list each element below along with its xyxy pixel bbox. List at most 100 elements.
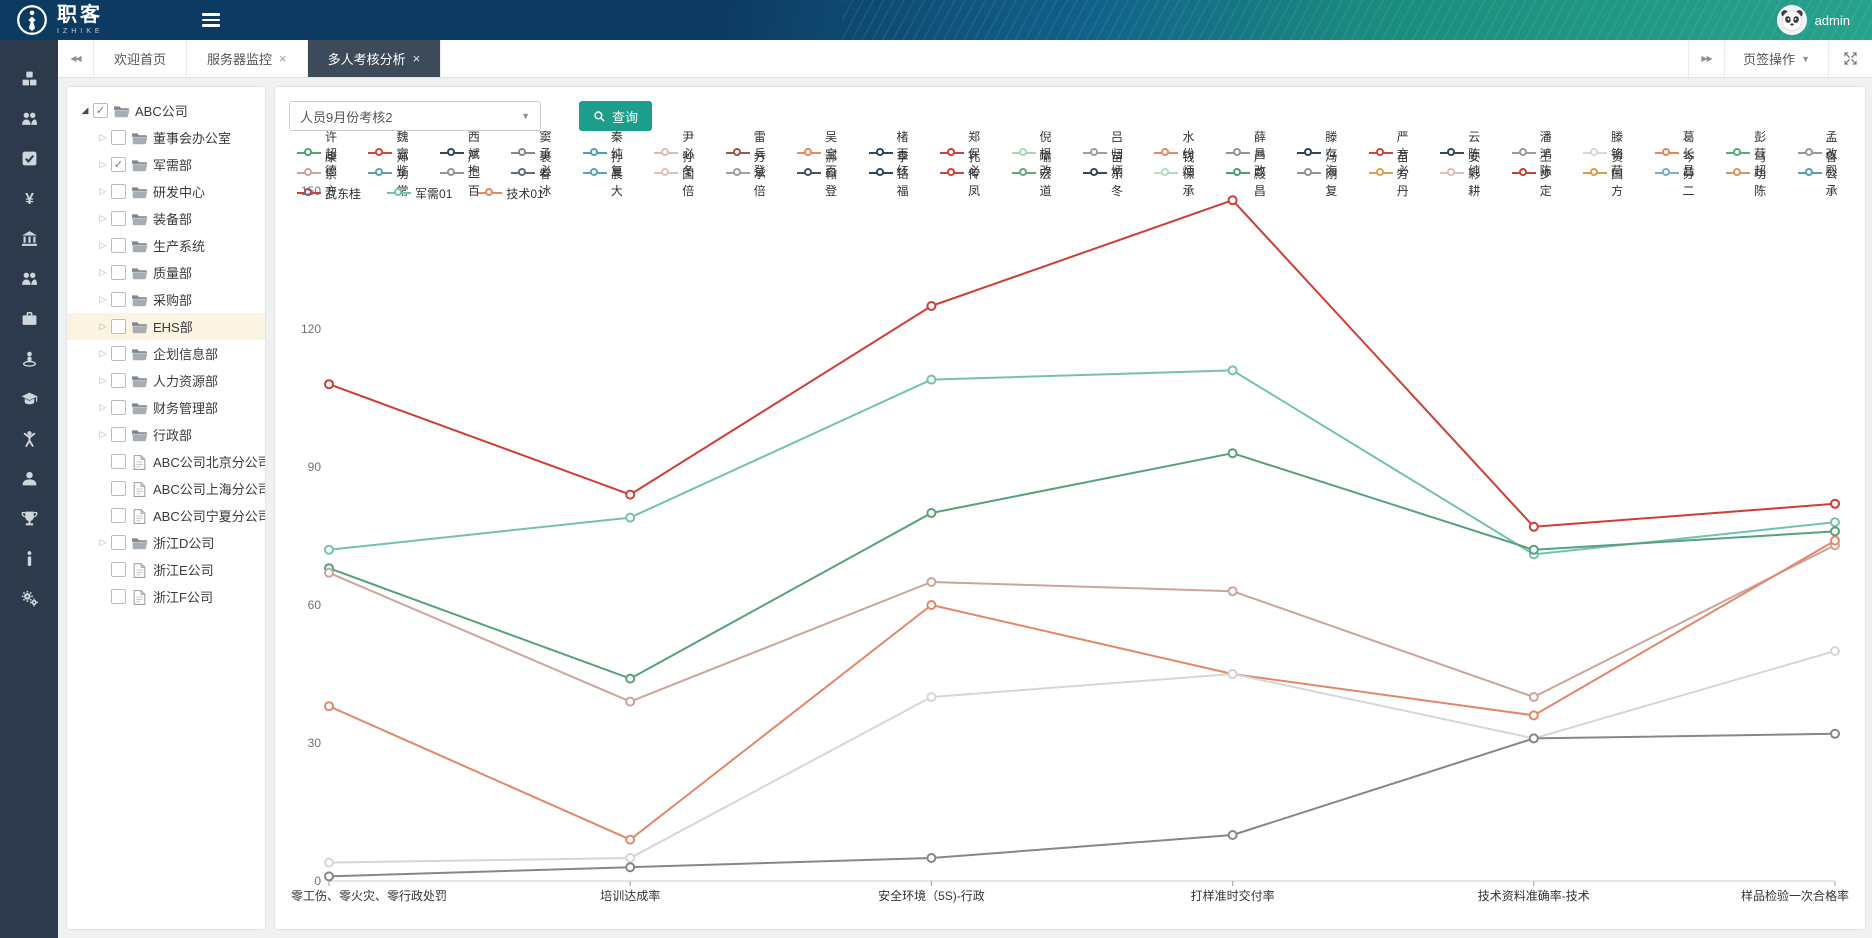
close-tab-icon[interactable]: × <box>412 51 421 66</box>
tree-checkbox[interactable]: ✓ <box>93 103 108 118</box>
tree-checkbox[interactable] <box>111 346 126 361</box>
legend-item[interactable]: 许超德 <box>297 128 342 179</box>
legend-item[interactable]: 技术01 <box>478 185 544 202</box>
tree-node[interactable]: ABC公司北京分公司 <box>67 448 265 475</box>
legend-item[interactable]: 冯刚复 <box>1297 148 1342 199</box>
sidebar-item-team[interactable] <box>0 98 58 138</box>
tree-node[interactable]: 浙江E公司 <box>67 556 265 583</box>
tree-checkbox[interactable] <box>111 238 126 253</box>
tree-checkbox[interactable] <box>111 184 126 199</box>
legend-item[interactable]: 严方必 <box>1368 128 1414 179</box>
sidebar-item-cheer-person[interactable] <box>0 418 58 458</box>
sidebar-item-bank[interactable] <box>0 218 58 258</box>
tree-checkbox[interactable] <box>111 211 126 226</box>
tree-checkbox[interactable] <box>111 265 126 280</box>
legend-item[interactable]: 孟改殿 <box>1797 128 1843 179</box>
legend-item[interactable]: 秦纯复 <box>582 128 628 179</box>
legend-item[interactable]: 袁春冰 <box>511 148 556 199</box>
tree-node[interactable]: ▷ EHS部 <box>67 313 265 340</box>
tree-checkbox[interactable] <box>111 508 126 523</box>
legend-item[interactable]: 薛昌改 <box>1225 128 1271 179</box>
tree-node[interactable]: ABC公司上海分公司 <box>67 475 265 502</box>
sidebar-item-user[interactable] <box>0 458 58 498</box>
tree-expander-closed-icon[interactable]: ▷ <box>99 402 107 412</box>
scroll-tabs-left-icon[interactable]: ◀◀ <box>58 40 94 77</box>
legend-item[interactable]: 吴宝百 <box>797 128 842 179</box>
tree-checkbox[interactable] <box>111 400 126 415</box>
tree-expander-closed-icon[interactable]: ▷ <box>99 186 107 196</box>
legend-item[interactable]: 武东桂 <box>297 185 361 202</box>
legend-item[interactable]: 苗东冬 <box>1082 148 1128 199</box>
tree-node[interactable]: ▷ ✓ 军需部 <box>67 151 265 178</box>
tree-node[interactable]: ABC公司宁夏分公司 <box>67 502 265 529</box>
tab-operations-dropdown[interactable]: 页签操作 ▼ <box>1724 40 1828 77</box>
query-button[interactable]: 查询 <box>579 101 653 131</box>
tree-checkbox[interactable] <box>111 535 126 550</box>
close-tab-icon[interactable]: × <box>279 51 287 66</box>
legend-item[interactable]: 王步定 <box>1511 148 1557 199</box>
tree-node[interactable]: ▷ 生产系统 <box>67 232 265 259</box>
tree-expander-closed-icon[interactable]: ▷ <box>99 321 107 331</box>
legend-item[interactable]: 滕存海 <box>1297 128 1342 179</box>
tree-node[interactable]: ▷ 研发中心 <box>67 178 265 205</box>
legend-item[interactable]: 滕铬荷 <box>1583 128 1628 179</box>
sidebar-item-info[interactable] <box>0 538 58 578</box>
tree-checkbox[interactable] <box>111 562 126 577</box>
avatar[interactable] <box>1776 5 1807 35</box>
sidebar-item-check-square[interactable] <box>0 138 58 178</box>
tree-node[interactable]: ▷ 企划信息部 <box>67 340 265 367</box>
sidebar-item-currency-yen[interactable]: ¥ <box>0 178 58 218</box>
legend-item[interactable]: 苗方丹 <box>1368 148 1414 199</box>
tree-expander-closed-icon[interactable]: ▷ <box>99 240 107 250</box>
tree-checkbox[interactable] <box>111 454 126 469</box>
legend-item[interactable]: 岑芬二 <box>1654 148 1700 199</box>
sidebar-item-trophy[interactable] <box>0 498 58 538</box>
legend-item[interactable]: 军需01 <box>387 185 452 202</box>
legend-item[interactable]: 尹必冬 <box>654 128 699 179</box>
tree-checkbox[interactable] <box>111 481 126 496</box>
legend-item[interactable]: 严殿昌 <box>1225 148 1271 199</box>
tree-node[interactable]: ◢ ✓ ABC公司 <box>67 97 265 124</box>
tree-expander-open-icon[interactable]: ◢ <box>81 105 89 115</box>
legend-item[interactable]: 潘鸿陈 <box>1511 128 1557 179</box>
tree-node[interactable]: ▷ 董事会办公室 <box>67 124 265 151</box>
tree-checkbox[interactable] <box>111 427 126 442</box>
tree-checkbox[interactable] <box>111 373 126 388</box>
tree-checkbox[interactable] <box>111 589 126 604</box>
legend-item[interactable]: 葛长昌 <box>1654 128 1700 179</box>
tab-1[interactable]: 欢迎首页 <box>94 40 188 77</box>
tree-node[interactable]: ▷ 行政部 <box>67 421 265 448</box>
fullscreen-icon[interactable] <box>1828 40 1872 77</box>
sidebar-item-gears[interactable] <box>0 578 58 618</box>
tab-2[interactable]: 服务器监控 × <box>187 40 308 77</box>
tree-expander-closed-icon[interactable]: ▷ <box>99 267 107 277</box>
tree-expander-closed-icon[interactable]: ▷ <box>99 375 107 385</box>
legend-item[interactable]: 康崇方 <box>297 148 342 199</box>
tree-node[interactable]: ▷ 财务管理部 <box>67 394 265 421</box>
tree-checkbox[interactable]: ✓ <box>111 157 126 172</box>
username-label[interactable]: admin <box>1814 12 1850 28</box>
legend-item[interactable]: 郑保必 <box>940 128 985 179</box>
sidebar-item-cubes[interactable] <box>0 58 58 98</box>
legend-item[interactable]: 贺国方 <box>1583 148 1628 199</box>
legend-item[interactable]: 楮百红 <box>868 128 914 179</box>
legend-item[interactable]: 钱保承 <box>1154 148 1199 199</box>
tree-expander-closed-icon[interactable]: ▷ <box>99 159 107 169</box>
tree-expander-closed-icon[interactable]: ▷ <box>99 429 107 439</box>
scroll-tabs-right-icon[interactable]: ▶▶ <box>1688 40 1724 77</box>
tree-node[interactable]: 浙江F公司 <box>67 583 265 610</box>
legend-item[interactable]: 李铬福 <box>868 148 914 199</box>
tree-node[interactable]: ▷ 装备部 <box>67 205 265 232</box>
legend-item[interactable]: 魏富鉴 <box>368 128 413 179</box>
tree-expander-closed-icon[interactable]: ▷ <box>99 213 107 223</box>
tree-expander-closed-icon[interactable]: ▷ <box>99 294 107 304</box>
legend-item[interactable]: 方承倍 <box>725 148 771 199</box>
tree-expander-closed-icon[interactable]: ▷ <box>99 537 107 547</box>
legend-item[interactable]: 孔传凤 <box>940 148 985 199</box>
legend-item[interactable]: 郝翰登 <box>797 148 842 199</box>
assessment-select[interactable]: 人员9月份考核2 ▼ <box>289 101 541 131</box>
legend-item[interactable]: 鲁公承 <box>1797 148 1843 199</box>
tree-expander-closed-icon[interactable]: ▷ <box>99 348 107 358</box>
legend-item[interactable]: 水纷炳 <box>1154 128 1199 179</box>
legend-item[interactable]: 彭荷超 <box>1726 128 1771 179</box>
